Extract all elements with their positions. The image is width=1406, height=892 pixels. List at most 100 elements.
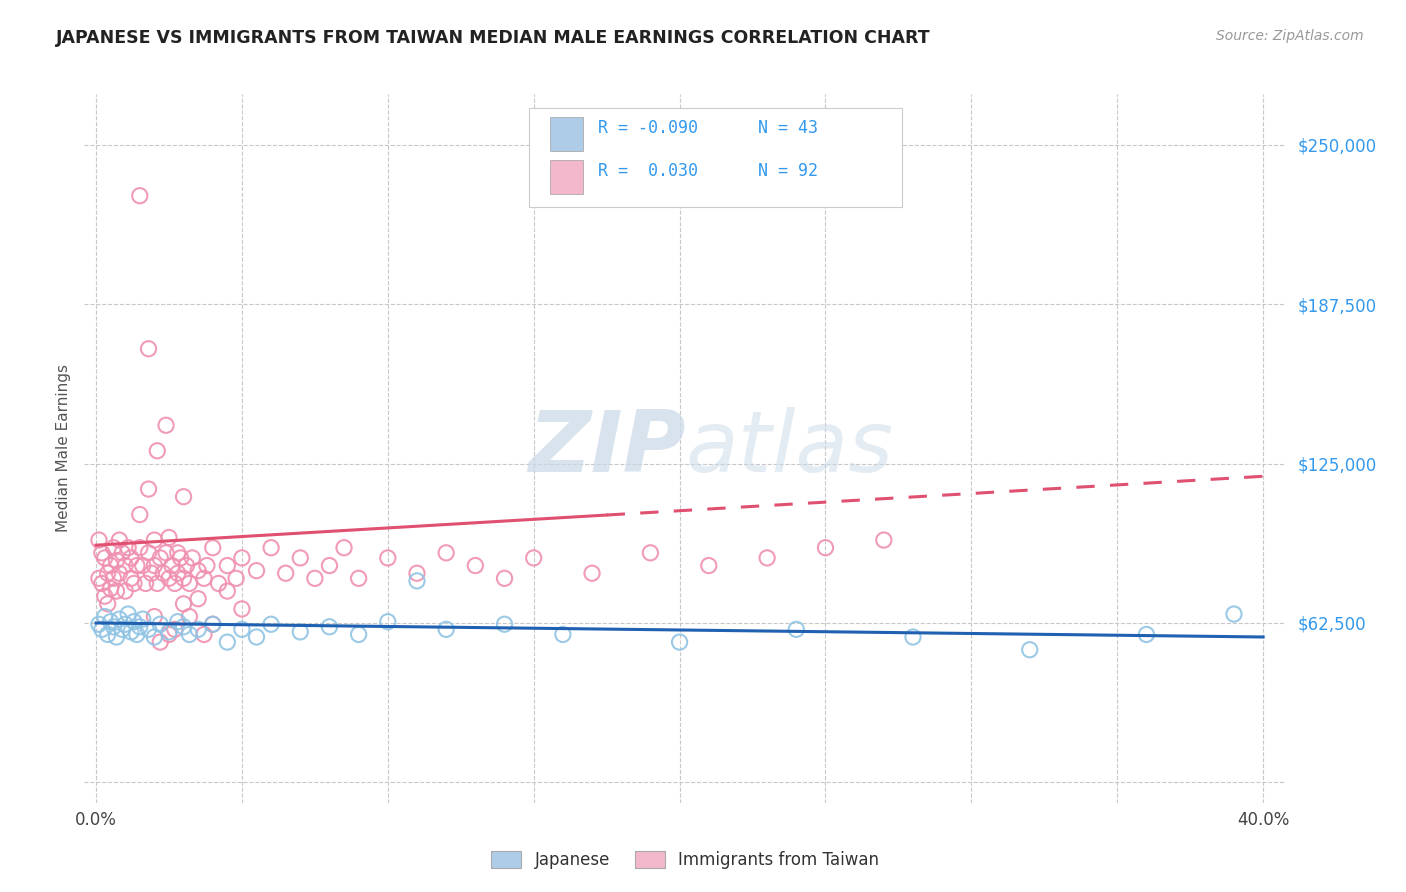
Point	[318, 558, 340, 573]
Point	[169, 550, 191, 565]
Point	[155, 546, 177, 560]
Point	[187, 623, 209, 637]
Point	[141, 566, 163, 581]
Point	[157, 531, 180, 545]
Point	[173, 571, 195, 585]
Point	[138, 482, 160, 496]
Bar	[550, 117, 583, 151]
Point	[90, 623, 112, 637]
Point	[111, 546, 134, 560]
Bar	[550, 161, 583, 194]
Point	[347, 571, 370, 585]
Point	[176, 558, 198, 573]
Y-axis label: Median Male Earnings: Median Male Earnings	[56, 364, 72, 533]
Point	[103, 620, 125, 634]
Point	[108, 566, 131, 581]
Point	[108, 612, 131, 626]
Point	[87, 617, 110, 632]
Point	[103, 571, 125, 585]
Point	[90, 546, 112, 560]
Point	[125, 627, 148, 641]
Point	[163, 623, 186, 637]
Point	[132, 558, 155, 573]
Point	[143, 558, 166, 573]
Point	[125, 558, 148, 573]
Point	[697, 558, 720, 573]
Point	[120, 571, 142, 585]
Text: N = 43: N = 43	[758, 119, 817, 137]
Text: N = 92: N = 92	[758, 162, 817, 180]
Point	[231, 602, 253, 616]
Point	[494, 617, 516, 632]
Point	[406, 574, 429, 588]
Point	[94, 550, 117, 565]
Point	[97, 627, 120, 641]
Point	[434, 546, 457, 560]
Point	[149, 617, 172, 632]
Point	[105, 553, 128, 567]
Point	[166, 546, 188, 560]
Point	[149, 635, 172, 649]
Point	[494, 571, 516, 585]
Point	[173, 490, 195, 504]
Point	[103, 541, 125, 555]
Point	[94, 589, 117, 603]
Point	[201, 541, 224, 555]
Point	[166, 566, 188, 581]
Point	[179, 576, 201, 591]
Point	[217, 635, 239, 649]
Text: JAPANESE VS IMMIGRANTS FROM TAIWAN MEDIAN MALE EARNINGS CORRELATION CHART: JAPANESE VS IMMIGRANTS FROM TAIWAN MEDIA…	[56, 29, 931, 46]
Point	[873, 533, 896, 547]
Point	[377, 615, 399, 629]
Point	[225, 571, 247, 585]
Text: atlas: atlas	[686, 407, 893, 490]
Point	[114, 584, 136, 599]
Point	[128, 620, 150, 634]
Point	[143, 630, 166, 644]
Point	[434, 623, 457, 637]
Point	[217, 558, 239, 573]
Point	[347, 627, 370, 641]
Point	[138, 546, 160, 560]
Text: R = -0.090: R = -0.090	[598, 119, 697, 137]
Point	[318, 620, 340, 634]
Point	[523, 550, 546, 565]
Point	[217, 584, 239, 599]
Point	[231, 623, 253, 637]
Point	[290, 624, 312, 639]
Point	[122, 576, 145, 591]
Point	[128, 541, 150, 555]
Point	[814, 541, 837, 555]
Point	[97, 566, 120, 581]
Point	[245, 564, 267, 578]
Point	[108, 533, 131, 547]
Point	[90, 576, 112, 591]
Point	[138, 342, 160, 356]
Point	[173, 620, 195, 634]
Point	[114, 558, 136, 573]
Point	[785, 623, 807, 637]
Point	[100, 558, 122, 573]
Point	[146, 443, 169, 458]
Point	[135, 576, 157, 591]
Point	[157, 571, 180, 585]
Legend: Japanese, Immigrants from Taiwan: Japanese, Immigrants from Taiwan	[485, 845, 886, 876]
Point	[149, 550, 172, 565]
Text: R =  0.030: R = 0.030	[598, 162, 697, 180]
Point	[160, 558, 183, 573]
Point	[260, 617, 283, 632]
Point	[274, 566, 297, 581]
Point	[1223, 607, 1246, 621]
Point	[105, 630, 128, 644]
Point	[640, 546, 662, 560]
Text: Source: ZipAtlas.com: Source: ZipAtlas.com	[1216, 29, 1364, 43]
Point	[157, 624, 180, 639]
Point	[87, 533, 110, 547]
Point	[193, 571, 215, 585]
Point	[207, 576, 229, 591]
Point	[143, 609, 166, 624]
Point	[195, 558, 218, 573]
Text: ZIP: ZIP	[527, 407, 686, 490]
Point	[105, 584, 128, 599]
Point	[1018, 642, 1040, 657]
